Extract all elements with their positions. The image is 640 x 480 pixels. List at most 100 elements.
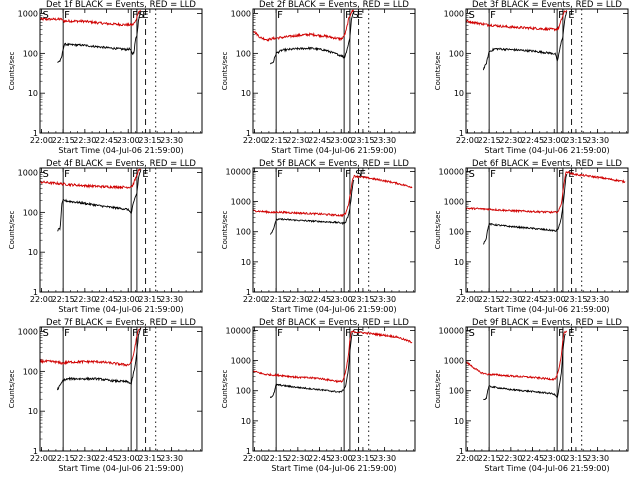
x-tick-label: 22:15 (265, 136, 288, 145)
y-tick-label: 1000 (18, 169, 38, 178)
y-tick-label: 100 (23, 367, 38, 376)
y-axis-label: Counts/sec (434, 52, 442, 91)
x-tick-label: 23:15 (564, 295, 587, 304)
x-tick-label: 23:00 (117, 454, 140, 463)
panel-det-8f: Det 8f BLACK = Events, RED = LLD22:0022:… (221, 318, 416, 473)
x-tick-label: 23:00 (543, 295, 566, 304)
panel-title: Det 7f BLACK = Events, RED = LLD (46, 318, 196, 328)
marker-label-s: S (352, 328, 358, 339)
marker-label-s: S (468, 328, 474, 339)
x-axis-label: Start Time (04-Jul-06 21:59:00) (58, 305, 183, 314)
x-axis-label: Start Time (04-Jul-06 21:59:00) (271, 305, 396, 314)
y-tick-label: 100 (23, 49, 38, 58)
series-events-line (482, 11, 568, 71)
panel-det-3f: Det 3f BLACK = Events, RED = LLD22:0022:… (434, 0, 629, 155)
x-axis-label: Start Time (04-Jul-06 21:59:00) (58, 146, 183, 155)
y-tick-label: 1 (246, 288, 251, 297)
y-tick-label: 1000 (444, 10, 464, 19)
panel-title: Det 3f BLACK = Events, RED = LLD (472, 0, 622, 10)
x-tick-label: 22:00 (30, 295, 53, 304)
y-tick-label: 1000 (231, 10, 251, 19)
y-axis-label: Counts/sec (434, 211, 442, 250)
marker-label-e: E (357, 10, 363, 21)
marker-label-e: E (142, 328, 148, 339)
x-tick-label: 23:15 (351, 136, 374, 145)
x-tick-label: 23:15 (138, 295, 161, 304)
x-axis-label: Start Time (04-Jul-06 21:59:00) (484, 305, 609, 314)
x-tick-label: 22:00 (243, 454, 266, 463)
y-axis-label: Counts/sec (221, 52, 229, 91)
y-tick-label: 10000 (226, 167, 251, 176)
panel-title: Det 1f BLACK = Events, RED = LLD (46, 0, 196, 10)
x-tick-label: 23:15 (564, 454, 587, 463)
marker-label-s: S (42, 328, 48, 339)
y-tick-label: 100 (449, 387, 464, 396)
x-tick-label: 22:45 (521, 136, 544, 145)
x-axis-label: Start Time (04-Jul-06 21:59:00) (58, 464, 183, 473)
series-lld-line (252, 9, 355, 42)
x-tick-label: 22:45 (95, 454, 118, 463)
marker-label-e: E (568, 328, 574, 339)
marker-label-s: S (468, 10, 474, 21)
x-tick-label: 22:30 (499, 295, 522, 304)
x-tick-label: 22:45 (308, 295, 331, 304)
x-tick-label: 23:30 (586, 454, 609, 463)
marker-label-s: S (42, 169, 48, 180)
panel-title: Det 5f BLACK = Events, RED = LLD (259, 159, 409, 169)
marker-label-f: F (132, 169, 138, 180)
panel-title: Det 2f BLACK = Events, RED = LLD (259, 0, 409, 10)
y-tick-label: 1000 (444, 198, 464, 207)
panel-det-5f: Det 5f BLACK = Events, RED = LLD22:0022:… (221, 159, 416, 314)
plot-frame (252, 326, 416, 452)
x-tick-label: 22:45 (308, 136, 331, 145)
x-tick-label: 22:45 (308, 454, 331, 463)
marker-label-e: E (360, 169, 366, 180)
series-lld-line (39, 9, 141, 27)
y-tick-label: 10 (28, 248, 38, 257)
x-tick-label: 22:30 (73, 454, 96, 463)
x-tick-label: 23:00 (330, 295, 353, 304)
x-tick-label: 22:15 (52, 295, 75, 304)
x-tick-label: 22:15 (52, 136, 75, 145)
y-tick-label: 1000 (18, 328, 38, 337)
x-tick-label: 23:30 (160, 454, 183, 463)
panel-det-4f: Det 4f BLACK = Events, RED = LLD22:0022:… (8, 159, 203, 314)
y-tick-label: 1 (459, 129, 464, 138)
plot-frame (39, 167, 203, 293)
y-tick-label: 100 (236, 228, 251, 237)
x-tick-label: 22:30 (499, 454, 522, 463)
x-tick-label: 22:30 (73, 136, 96, 145)
y-tick-label: 100 (236, 387, 251, 396)
marker-label-f: F (345, 10, 351, 21)
y-tick-label: 10 (28, 407, 38, 416)
x-tick-label: 23:00 (330, 454, 353, 463)
marker-label-e: E (568, 10, 574, 21)
y-tick-label: 1 (33, 447, 38, 456)
x-axis-label: Start Time (04-Jul-06 21:59:00) (271, 464, 396, 473)
x-tick-label: 22:45 (521, 295, 544, 304)
plot-frame (465, 167, 629, 293)
y-tick-label: 100 (23, 208, 38, 217)
x-tick-label: 23:15 (138, 454, 161, 463)
panel-det-1f: Det 1f BLACK = Events, RED = LLD22:0022:… (8, 0, 203, 155)
panel-det-2f: Det 2f BLACK = Events, RED = LLD22:0022:… (221, 0, 416, 155)
series-events-line (57, 169, 142, 232)
marker-label-e: E (142, 10, 148, 21)
marker-label-s: S (352, 10, 358, 21)
plot-frame (252, 8, 416, 134)
y-tick-label: 10000 (439, 326, 464, 335)
x-axis-label: Start Time (04-Jul-06 21:59:00) (484, 464, 609, 473)
marker-label-s: S (138, 10, 144, 21)
y-axis-label: Counts/sec (221, 211, 229, 250)
x-tick-label: 22:45 (95, 136, 118, 145)
marker-label-s: S (468, 169, 474, 180)
y-tick-label: 1000 (18, 10, 38, 19)
series-events-line (269, 332, 353, 399)
x-tick-label: 22:30 (286, 454, 309, 463)
marker-label-s: S (355, 169, 361, 180)
x-tick-label: 22:30 (73, 295, 96, 304)
series-lld-line (252, 174, 413, 218)
panel-det-9f: Det 9f BLACK = Events, RED = LLD22:0022:… (434, 318, 629, 473)
marker-label-f: F (277, 328, 283, 339)
plot-frame (39, 8, 203, 134)
